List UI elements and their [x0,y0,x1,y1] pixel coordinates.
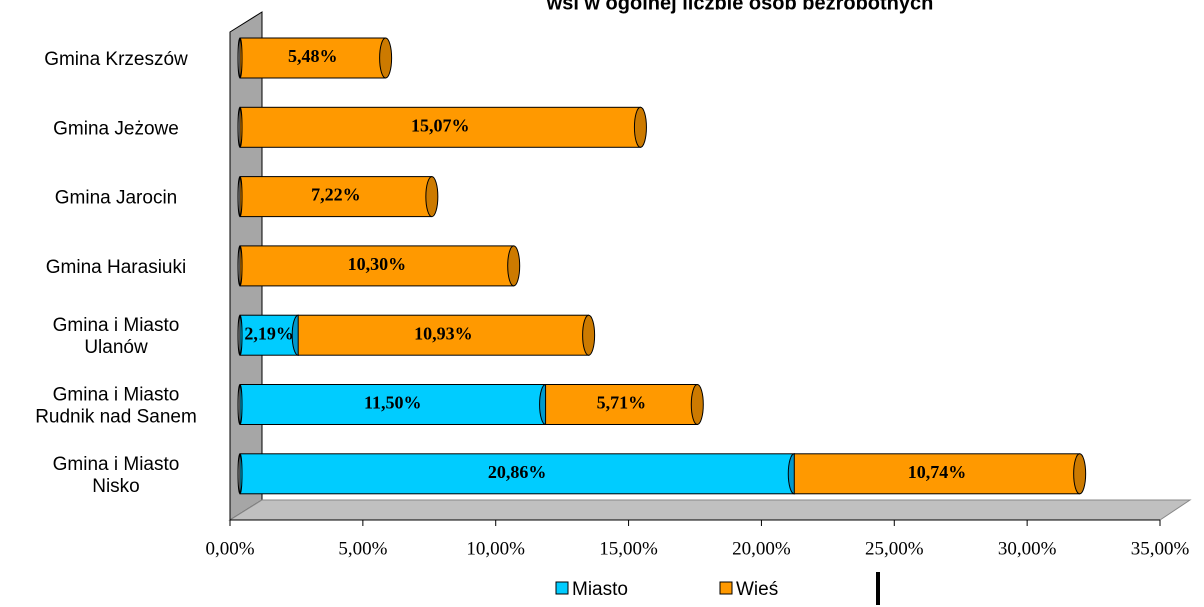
bar-cap [690,384,704,425]
bar [239,384,547,425]
bar-start [237,37,243,79]
chart-title: wsi w ogólnej liczbie osób bezrobotnych [546,0,934,14]
category-label: Gmina i Miasto Nisko [53,454,180,497]
x-tick-label: 0,00% [205,538,254,559]
value-label: 5,71% [597,393,647,413]
legend-swatch [555,581,569,595]
bar-cap [379,37,393,79]
value-label: 7,22% [311,185,361,205]
bar [297,314,590,356]
x-tick-label: 30,00% [998,538,1057,559]
value-label: 10,30% [348,254,407,274]
category-label: Gmina Krzeszów [44,49,188,70]
x-tick-label: 5,00% [338,538,387,559]
floor [228,499,1192,521]
bar-start [237,453,243,495]
decoration [876,572,880,605]
value-label: 20,86% [488,462,547,482]
bar-start [237,314,243,356]
bar-start [237,106,243,148]
bar [239,37,387,79]
bar-start [237,384,243,425]
legend-label: Miasto [572,579,628,600]
bar-cap [425,176,439,218]
x-tick-label: 35,00% [1131,538,1190,559]
x-tick-label: 25,00% [865,538,924,559]
value-label: 10,74% [908,462,967,482]
bar-start [237,176,243,218]
category-label: Gmina i Miasto Ulanów [53,315,180,358]
bar-start [237,245,243,287]
bar-cap [582,314,596,356]
value-label: 5,48% [288,46,338,66]
legend-label: Wieś [736,579,778,600]
value-label: 2,19% [244,323,294,343]
category-label: Gmina Jeżowe [53,118,179,139]
bar [793,453,1081,495]
x-tick-label: 15,00% [599,538,658,559]
bar-cap [1073,453,1087,495]
x-tick-label: 10,00% [466,538,525,559]
bar-cap [633,106,647,148]
bar [239,176,433,218]
category-label: Gmina Jarocin [55,188,178,209]
legend-swatch [719,581,733,595]
value-label: 15,07% [411,115,470,135]
bar-cap [507,245,521,287]
category-label: Gmina i Miasto Rudnik nad Sanem [35,385,197,428]
category-label: Gmina Harasiuki [46,257,186,278]
bar [545,384,698,425]
value-label: 11,50% [364,393,422,413]
bar [239,245,515,287]
x-tick-label: 20,00% [732,538,791,559]
value-label: 10,93% [414,323,473,343]
